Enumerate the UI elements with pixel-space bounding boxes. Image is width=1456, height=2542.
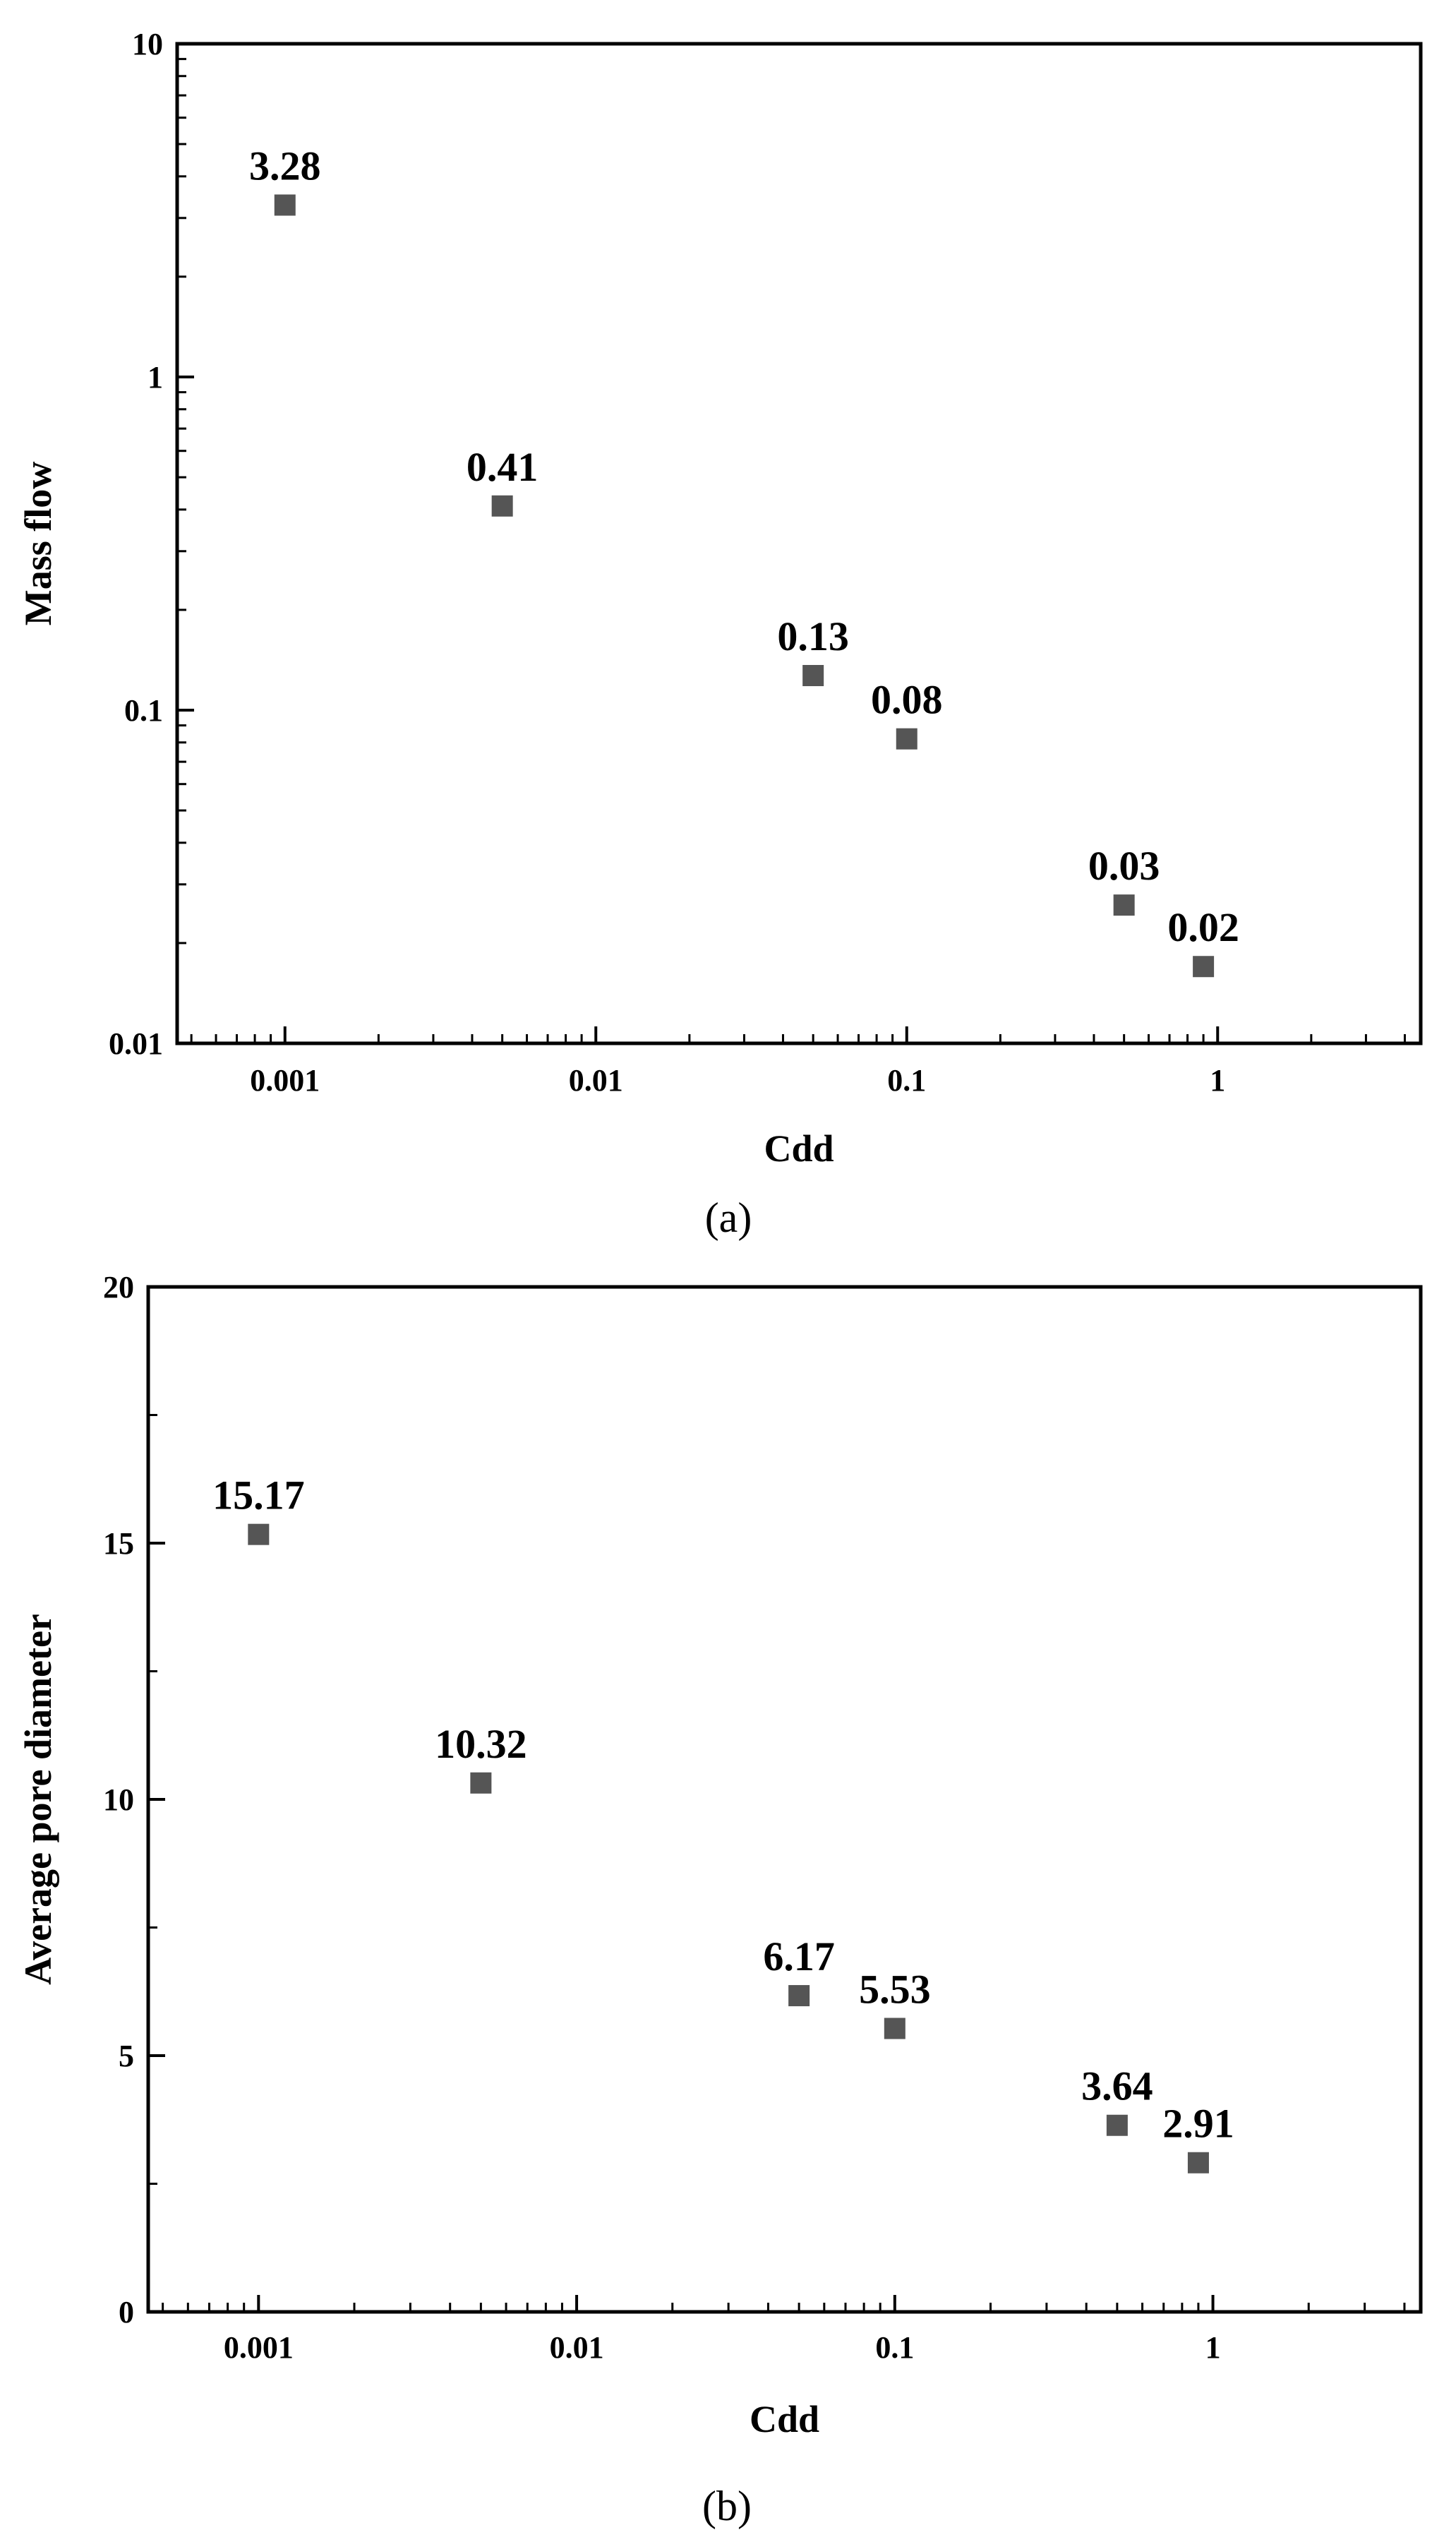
data-label: 3.64 <box>1081 2063 1153 2109</box>
y-tick-label: 0.1 <box>124 693 163 728</box>
data-point <box>491 495 513 517</box>
y-tick-label: 0 <box>119 2295 134 2330</box>
data-point <box>788 1985 810 2007</box>
data-label: 0.02 <box>1167 904 1239 950</box>
y-tick-label: 20 <box>103 1270 134 1305</box>
y-tick-label: 15 <box>103 1526 134 1561</box>
x-tick-label: 0.01 <box>550 2330 604 2365</box>
x-tick-label: 0.001 <box>250 1063 320 1098</box>
data-label: 0.41 <box>467 444 539 490</box>
data-label: 0.13 <box>777 613 849 659</box>
data-point <box>470 1772 492 1794</box>
y-tick-label: 10 <box>132 27 163 61</box>
data-point <box>896 728 917 750</box>
x-tick-label: 0.1 <box>875 2330 914 2365</box>
y-axis-title: Mass flow <box>17 462 59 625</box>
y-tick-label: 0.01 <box>109 1026 163 1061</box>
data-point <box>248 1523 270 1545</box>
data-label: 15.17 <box>212 1473 305 1518</box>
data-label: 10.32 <box>435 1721 527 1767</box>
y-tick-label: 10 <box>103 1782 134 1817</box>
x-tick-label: 1 <box>1205 2330 1221 2365</box>
panel-caption: (b) <box>702 2483 752 2529</box>
data-label: 5.53 <box>859 1967 931 2013</box>
x-axis-title: Cdd <box>750 2398 819 2440</box>
data-label: 6.17 <box>763 1934 835 1979</box>
data-point <box>1193 956 1215 978</box>
plot-frame <box>175 42 1423 1045</box>
data-point <box>274 194 296 216</box>
data-point <box>802 665 824 687</box>
x-tick-label: 0.1 <box>887 1063 926 1098</box>
data-point <box>884 2018 906 2039</box>
data-point <box>1106 2114 1128 2136</box>
chart-panel-a: 0.001 0.01 0.1 1 0.01 0.1 1 10 Cdd Mass flow 3.28 0… <box>17 27 1423 1241</box>
data-point <box>1113 894 1135 916</box>
panel-caption: (a) <box>705 1194 752 1241</box>
y-axis-title: Average pore diameter <box>17 1614 59 1985</box>
x-tick-label: 1 <box>1210 1063 1225 1098</box>
data-label: 0.03 <box>1088 843 1160 889</box>
plot-frame <box>146 1285 1423 2314</box>
y-tick-label: 1 <box>148 360 163 395</box>
data-label: 3.28 <box>249 143 321 189</box>
data-point <box>1187 2152 1209 2174</box>
x-tick-label: 0.01 <box>569 1063 623 1098</box>
x-tick-label: 0.001 <box>224 2330 294 2365</box>
data-label: 0.08 <box>871 677 943 723</box>
x-axis-title: Cdd <box>764 1127 834 1170</box>
y-tick-label: 5 <box>119 2039 134 2073</box>
data-label: 2.91 <box>1162 2101 1234 2147</box>
